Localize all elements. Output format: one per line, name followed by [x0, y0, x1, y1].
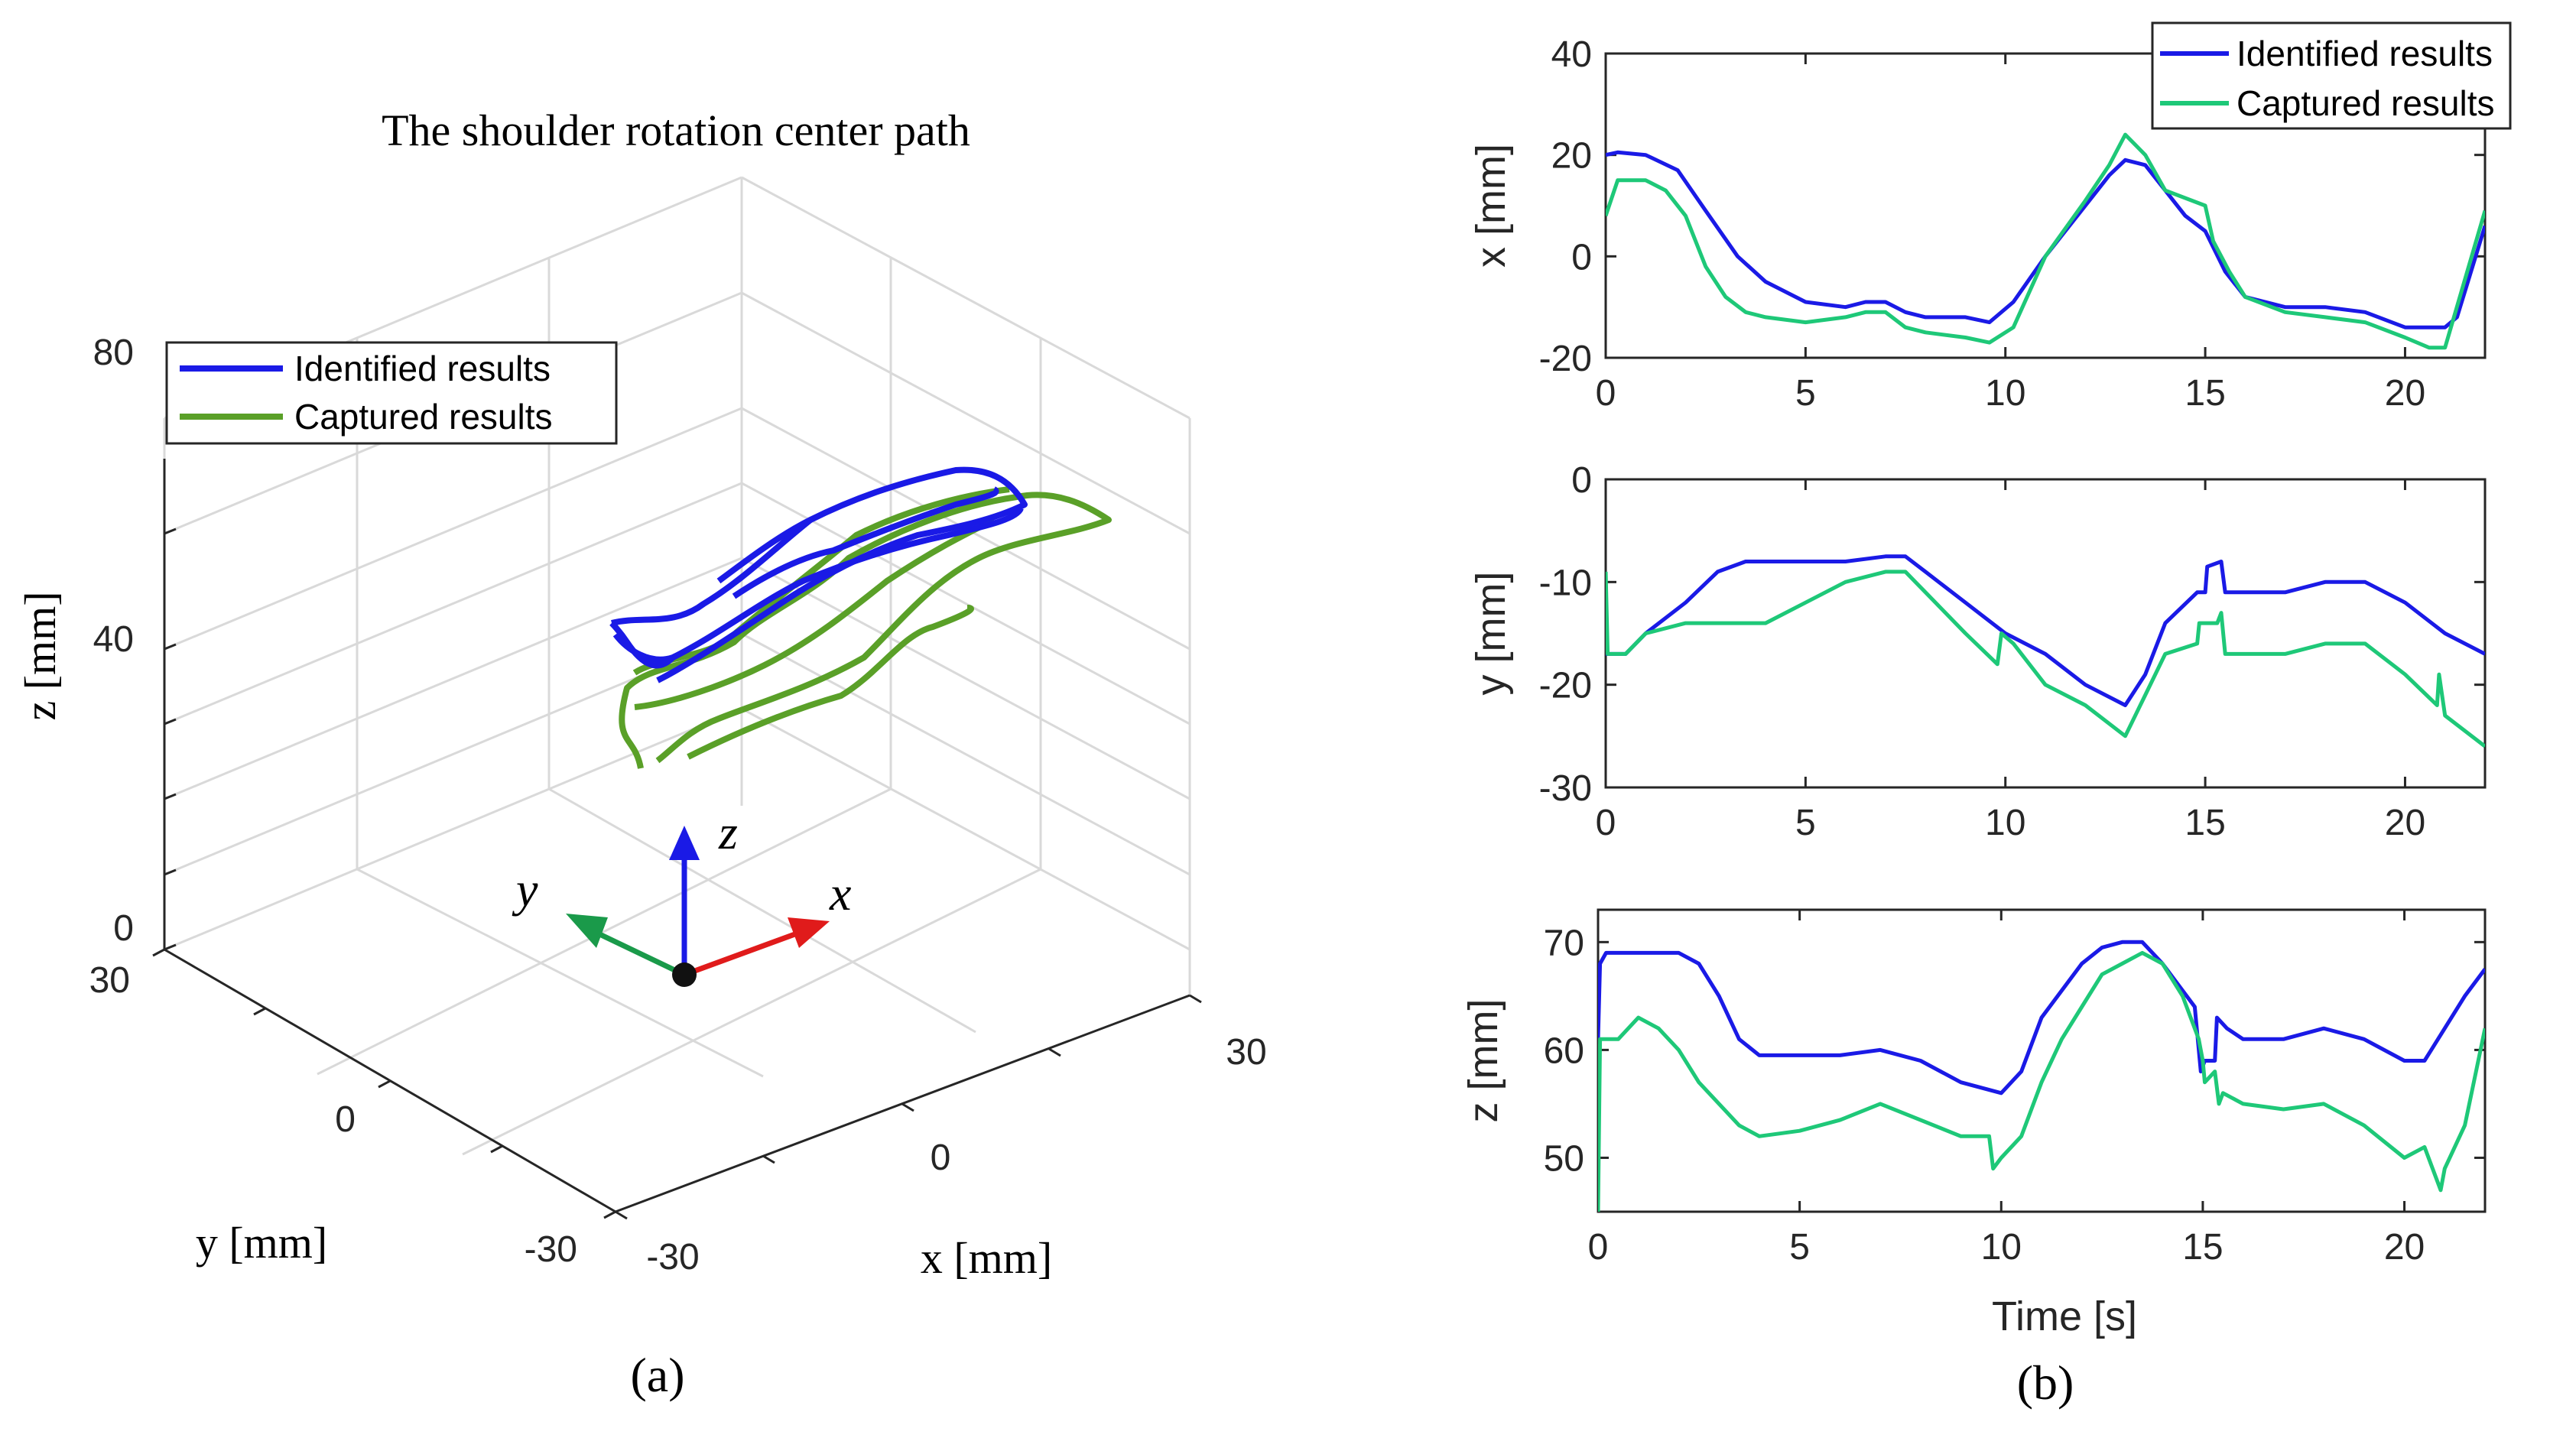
subplot-y-series-captured: [1606, 570, 2485, 748]
subplot-y-ylabel: y [mm]: [1468, 572, 1514, 696]
subplot-x-series-captured: [1606, 132, 2485, 350]
frame-x-arrow: [683, 930, 801, 978]
subplot-z-xtick-label: 10: [1981, 1227, 2022, 1268]
subplot-x-xtick-label: 0: [1596, 373, 1616, 414]
subplot-y-ytick-label: -10: [1539, 563, 1592, 603]
frame-y-arrowhead: [566, 914, 608, 948]
x-tick-30: 30: [1226, 1032, 1266, 1073]
subplot-z-xtick-label: 0: [1588, 1227, 1609, 1268]
z-tick-0: 0: [113, 908, 134, 949]
subplot-z: 0 5 10 15 20 50 60 70 z [mm]: [1460, 908, 2487, 1268]
subplot-x-ylabel: x [mm]: [1468, 144, 1514, 268]
3d-grid: [163, 176, 1191, 1156]
subplot-x-ytick-label: 40: [1551, 34, 1592, 75]
panel-a-caption: (a): [630, 1348, 684, 1402]
subplot-y-ytick-label: -20: [1539, 666, 1592, 706]
frame-z-label: z: [718, 805, 738, 859]
subplot-y-xtick-label: 20: [2385, 803, 2425, 843]
y-tick-0: 0: [335, 1099, 356, 1140]
subplot-x-xtick-label: 5: [1795, 373, 1816, 414]
subplot-x-ytick-label: 20: [1551, 136, 1592, 177]
subplot-x-ytick-label: -20: [1539, 339, 1592, 379]
subplot-z-series-identified: [1598, 940, 2485, 1096]
x-tick-0: 0: [931, 1138, 951, 1178]
z-tick-40: 40: [93, 619, 134, 660]
y-tick-neg30: -30: [525, 1229, 577, 1270]
legend-identified-label: Identified results: [294, 349, 551, 388]
y-axis-label: y [mm]: [196, 1218, 327, 1268]
y-tick-30: 30: [89, 960, 130, 1001]
subplot-z-frame: [1597, 908, 2487, 1213]
subplot-z-ylabel: z [mm]: [1460, 999, 1506, 1123]
subplot-y-xtick-label: 0: [1596, 803, 1616, 843]
coordinate-frame: z x y: [512, 805, 851, 987]
legend-captured-label: Captured results: [2237, 83, 2495, 123]
panel-a: z x y The shoulder rotation center path …: [15, 105, 1267, 1402]
subplot-x-ytick-label: 0: [1571, 237, 1592, 278]
panel-b-caption: (b): [2017, 1355, 2074, 1410]
subplot-y-ytick-label: 0: [1571, 460, 1592, 501]
subplot-x-xtick-label: 15: [2185, 373, 2225, 414]
subplot-x-xtick-label: 20: [2385, 373, 2425, 414]
x-axis-label: x [mm]: [921, 1233, 1052, 1283]
frame-y-arrow: [595, 930, 686, 978]
subplot-z-ytick-label: 50: [1544, 1138, 1584, 1179]
frame-x-label: x: [829, 866, 851, 920]
legend-captured-label: Captured results: [294, 397, 553, 437]
panel-b-legend: Identified results Captured results: [2151, 21, 2512, 130]
legend-box: [2151, 21, 2512, 130]
subplot-z-series-captured: [1598, 950, 2485, 1212]
frame-x-arrowhead: [788, 917, 830, 948]
frame-origin: [672, 962, 697, 987]
subplot-z-xtick-label: 15: [2182, 1227, 2223, 1268]
subplot-z-xtick-label: 5: [1789, 1227, 1810, 1268]
subplot-z-xtick-label: 20: [2384, 1227, 2425, 1268]
3d-axes: [152, 459, 1202, 1220]
trajectory-identified: [609, 466, 1028, 683]
x-tick-neg30: -30: [646, 1237, 699, 1277]
subplot-z-ytick-label: 60: [1544, 1031, 1584, 1071]
z-tick-80: 80: [93, 333, 134, 373]
subplot-y-frame: [1604, 478, 2487, 789]
subplot-x-xtick-label: 10: [1985, 373, 2025, 414]
trajectory-captured: [619, 486, 1112, 769]
subplot-y-xtick-label: 5: [1795, 803, 1816, 843]
subplot-z-ytick-label: 70: [1544, 923, 1584, 963]
subplot-y: 0 5 10 15 20 -30 -20 -10 0 y [mm]: [1468, 460, 2487, 843]
time-axis-label: Time [s]: [1992, 1294, 2137, 1339]
z-axis-label: z [mm]: [15, 591, 65, 720]
subplot-y-xtick-label: 10: [1985, 803, 2025, 843]
legend-identified-label: Identified results: [2237, 34, 2493, 73]
subplot-y-ytick-label: -30: [1539, 768, 1592, 809]
frame-z-arrowhead: [669, 826, 700, 860]
panel-a-title: The shoulder rotation center path: [382, 105, 970, 155]
frame-y-label: y: [512, 862, 538, 917]
subplot-y-xtick-label: 15: [2185, 803, 2225, 843]
legend-box: [165, 341, 618, 445]
subplot-y-series-identified: [1606, 554, 2485, 707]
panel-a-legend: Identified results Captured results: [165, 341, 618, 445]
